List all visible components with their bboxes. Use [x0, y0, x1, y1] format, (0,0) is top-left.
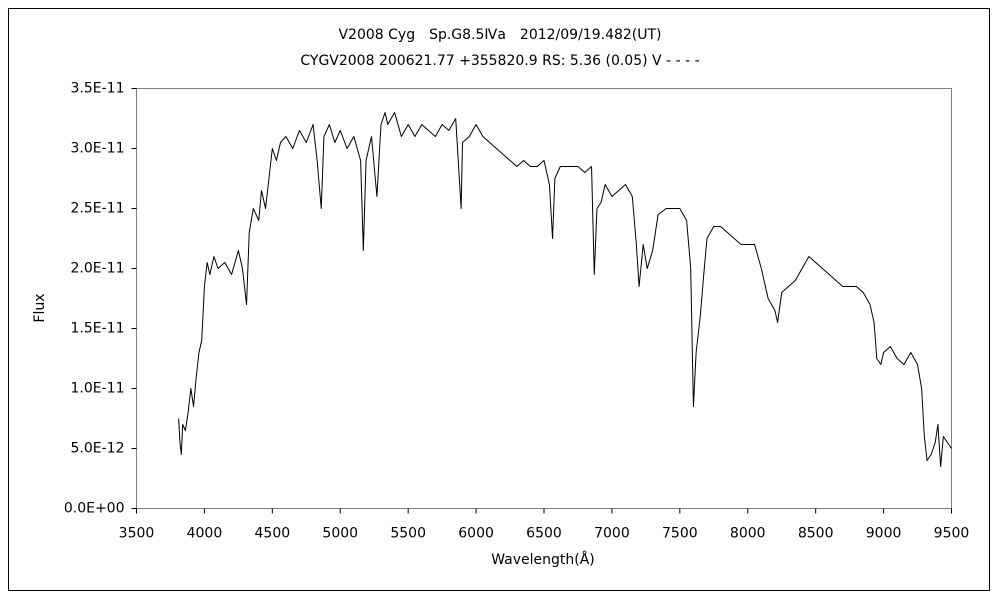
x-tick-label: 6500 — [526, 526, 562, 542]
x-tick-label: 9000 — [866, 526, 902, 542]
x-tick-label: 5500 — [390, 526, 426, 542]
x-tick-label: 7000 — [594, 526, 630, 542]
x-tick-label: 6000 — [458, 526, 494, 542]
x-tick-label: 8000 — [730, 526, 766, 542]
y-tick-label: 3.0E-11 — [71, 141, 125, 157]
x-axis-label: Wavelength(Å) — [491, 551, 595, 568]
y-tick-label: 3.5E-11 — [71, 81, 125, 97]
x-tick-label: 5000 — [322, 526, 358, 542]
x-tick-label: 3500 — [119, 526, 155, 542]
chart-subtitle: CYGV2008 200621.77 +355820.9 RS: 5.36 (0… — [300, 53, 699, 69]
chart-frame — [8, 8, 990, 591]
spectrum-line — [178, 112, 952, 467]
y-tick-label: 2.0E-11 — [71, 261, 125, 277]
x-tick-label: 7500 — [662, 526, 698, 542]
y-tick-label: 2.5E-11 — [71, 201, 125, 217]
x-tick-label: 8500 — [798, 526, 834, 542]
x-tick-label: 4500 — [255, 526, 291, 542]
y-tick-label: 0.0E+00 — [64, 501, 125, 517]
chart-title: V2008 Cyg Sp.G8.5Ⅳa 2012/09/19.482(UT) — [338, 27, 661, 43]
y-tick-label: 1.0E-11 — [71, 381, 125, 397]
y-tick-label: 1.5E-11 — [71, 321, 125, 337]
x-tick-label: 9500 — [934, 526, 970, 542]
x-tick-label: 4000 — [187, 526, 223, 542]
y-tick-label: 5.0E-12 — [71, 441, 125, 457]
y-axis-label: Flux — [32, 293, 48, 322]
